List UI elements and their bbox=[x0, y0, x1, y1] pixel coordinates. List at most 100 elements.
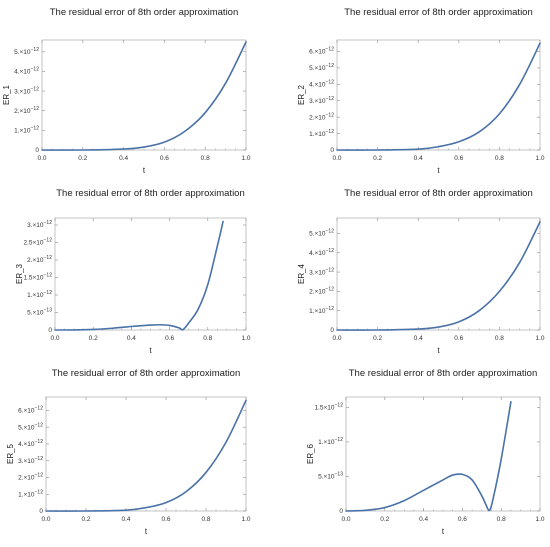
y-tick-label: 1.×10−12 bbox=[309, 129, 334, 138]
y-tick-label: 3.×10−12 bbox=[18, 456, 43, 465]
panel-1-frame bbox=[41, 39, 247, 151]
x-tick-label: 0.6 bbox=[458, 516, 467, 523]
x-tick-label: 0.4 bbox=[414, 335, 423, 342]
panel-3-ylabel: ER_3 bbox=[15, 263, 24, 284]
x-tick-label: 0.4 bbox=[119, 155, 128, 162]
x-tick-label: 0.0 bbox=[341, 516, 350, 523]
y-tick-label: 5.×10−12 bbox=[309, 229, 334, 238]
y-tick-label: 1.×10−12 bbox=[309, 306, 334, 315]
x-tick-label: 0.2 bbox=[89, 335, 98, 342]
panel-2-ylabel: ER_2 bbox=[297, 84, 306, 105]
panel-3-frame bbox=[54, 217, 247, 331]
x-tick-label: 0.8 bbox=[203, 335, 212, 342]
y-tick-label: 1.5×10−12 bbox=[314, 403, 343, 412]
x-tick-label: 0.6 bbox=[454, 155, 463, 162]
y-tick-label: 4.×10−12 bbox=[309, 80, 334, 89]
x-tick-label: 0.2 bbox=[380, 516, 389, 523]
panel-2-frame bbox=[336, 39, 541, 151]
y-tick-label: 0 bbox=[330, 327, 334, 334]
x-tick-label: 0.2 bbox=[373, 335, 382, 342]
x-tick-label: 0.0 bbox=[332, 335, 341, 342]
panel-2-title: The residual error of 8th order approxim… bbox=[344, 7, 533, 18]
panel-5: The residual error of 8th order approxim… bbox=[6, 368, 251, 536]
y-tick-label: 4.×10−12 bbox=[18, 439, 43, 448]
y-tick-label: 2.×10−12 bbox=[27, 255, 52, 264]
y-tick-label: 2.×10−12 bbox=[309, 112, 334, 121]
x-tick-label: 0.8 bbox=[201, 516, 210, 523]
panel-5-xlabel: t bbox=[145, 527, 148, 536]
panel-3-xlabel: t bbox=[149, 346, 152, 355]
panel-6-series-line bbox=[345, 401, 512, 512]
x-tick-label: 0.0 bbox=[37, 155, 46, 162]
x-tick-label: 0.8 bbox=[201, 155, 210, 162]
panel-5-ylabel: ER_5 bbox=[6, 443, 15, 464]
y-tick-label: 2.×10−12 bbox=[14, 106, 39, 115]
x-tick-label: 0.8 bbox=[495, 335, 504, 342]
x-tick-label: 1.0 bbox=[535, 335, 544, 342]
y-tick-label: 4.×10−12 bbox=[14, 67, 39, 76]
panel-2: The residual error of 8th order approxim… bbox=[297, 7, 545, 175]
y-tick-label: 6.×10−12 bbox=[18, 406, 43, 415]
panel-3-series-line bbox=[54, 220, 224, 331]
x-tick-label: 0.4 bbox=[127, 335, 136, 342]
x-tick-label: 1.0 bbox=[535, 155, 544, 162]
x-tick-label: 0.8 bbox=[497, 516, 506, 523]
x-tick-label: 0.2 bbox=[81, 516, 90, 523]
x-tick-label: 0.4 bbox=[419, 516, 428, 523]
x-tick-label: 1.0 bbox=[535, 516, 544, 523]
y-tick-label: 2.×10−12 bbox=[18, 473, 43, 482]
panel-4: The residual error of 8th order approxim… bbox=[297, 188, 545, 355]
y-tick-label: 3.×10−12 bbox=[14, 86, 39, 95]
x-tick-label: 0.8 bbox=[495, 155, 504, 162]
panel-4-ylabel: ER_4 bbox=[297, 263, 306, 284]
x-tick-label: 0.6 bbox=[160, 155, 169, 162]
x-tick-label: 0.4 bbox=[121, 516, 130, 523]
x-tick-label: 1.0 bbox=[241, 335, 250, 342]
y-tick-label: 0 bbox=[339, 508, 343, 515]
y-tick-label: 2.5×10−12 bbox=[23, 238, 52, 247]
y-tick-label: 1.×10−12 bbox=[14, 126, 39, 135]
x-tick-label: 0.0 bbox=[41, 516, 50, 523]
panel-6-title: The residual error of 8th order approxim… bbox=[349, 368, 538, 379]
y-tick-label: 3.×10−12 bbox=[309, 267, 334, 276]
y-tick-label: 1.×10−12 bbox=[27, 290, 52, 299]
y-tick-label: 1.×10−12 bbox=[18, 489, 43, 498]
y-tick-label: 3.×10−12 bbox=[309, 96, 334, 105]
y-tick-label: 5.×10−12 bbox=[14, 47, 39, 56]
panel-4-title: The residual error of 8th order approxim… bbox=[344, 188, 533, 199]
panel-4-series-line bbox=[336, 221, 541, 331]
panel-2-series-line bbox=[336, 42, 541, 151]
y-tick-label: 5.×10−13 bbox=[318, 472, 343, 481]
y-tick-label: 3.×10−12 bbox=[27, 220, 52, 229]
y-tick-label: 4.×10−12 bbox=[309, 248, 334, 257]
panel-1-ylabel: ER_1 bbox=[2, 84, 11, 105]
x-tick-label: 0.6 bbox=[165, 335, 174, 342]
y-tick-label: 5.×10−12 bbox=[309, 63, 334, 72]
y-tick-label: 1.5×10−12 bbox=[23, 273, 52, 282]
x-tick-label: 1.0 bbox=[241, 155, 250, 162]
x-tick-label: 0.2 bbox=[373, 155, 382, 162]
panel-6-ylabel: ER_6 bbox=[306, 443, 315, 464]
panel-5-title: The residual error of 8th order approxim… bbox=[52, 368, 241, 379]
y-tick-label: 2.×10−12 bbox=[309, 287, 334, 296]
x-tick-label: 1.0 bbox=[241, 516, 250, 523]
panel-6: The residual error of 8th order approxim… bbox=[306, 368, 545, 536]
panel-2-xlabel: t bbox=[437, 166, 440, 175]
x-tick-label: 0.4 bbox=[414, 155, 423, 162]
y-tick-label: 5.×10−13 bbox=[27, 308, 52, 317]
panel-1-title: The residual error of 8th order approxim… bbox=[50, 7, 239, 18]
panel-5-frame bbox=[45, 396, 247, 512]
y-tick-label: 1.×10−12 bbox=[318, 437, 343, 446]
y-tick-label: 6.×10−12 bbox=[309, 47, 334, 56]
panel-3-title: The residual error of 8th order approxim… bbox=[56, 188, 245, 199]
panel-4-frame bbox=[336, 217, 541, 331]
panel-1: The residual error of 8th order approxim… bbox=[2, 7, 251, 175]
y-tick-label: 0 bbox=[330, 147, 334, 154]
panel-3: The residual error of 8th order approxim… bbox=[15, 188, 251, 355]
y-tick-label: 0 bbox=[35, 147, 39, 154]
panel-5-series-line bbox=[45, 399, 247, 512]
panel-4-xlabel: t bbox=[437, 346, 440, 355]
panel-1-xlabel: t bbox=[143, 166, 146, 175]
